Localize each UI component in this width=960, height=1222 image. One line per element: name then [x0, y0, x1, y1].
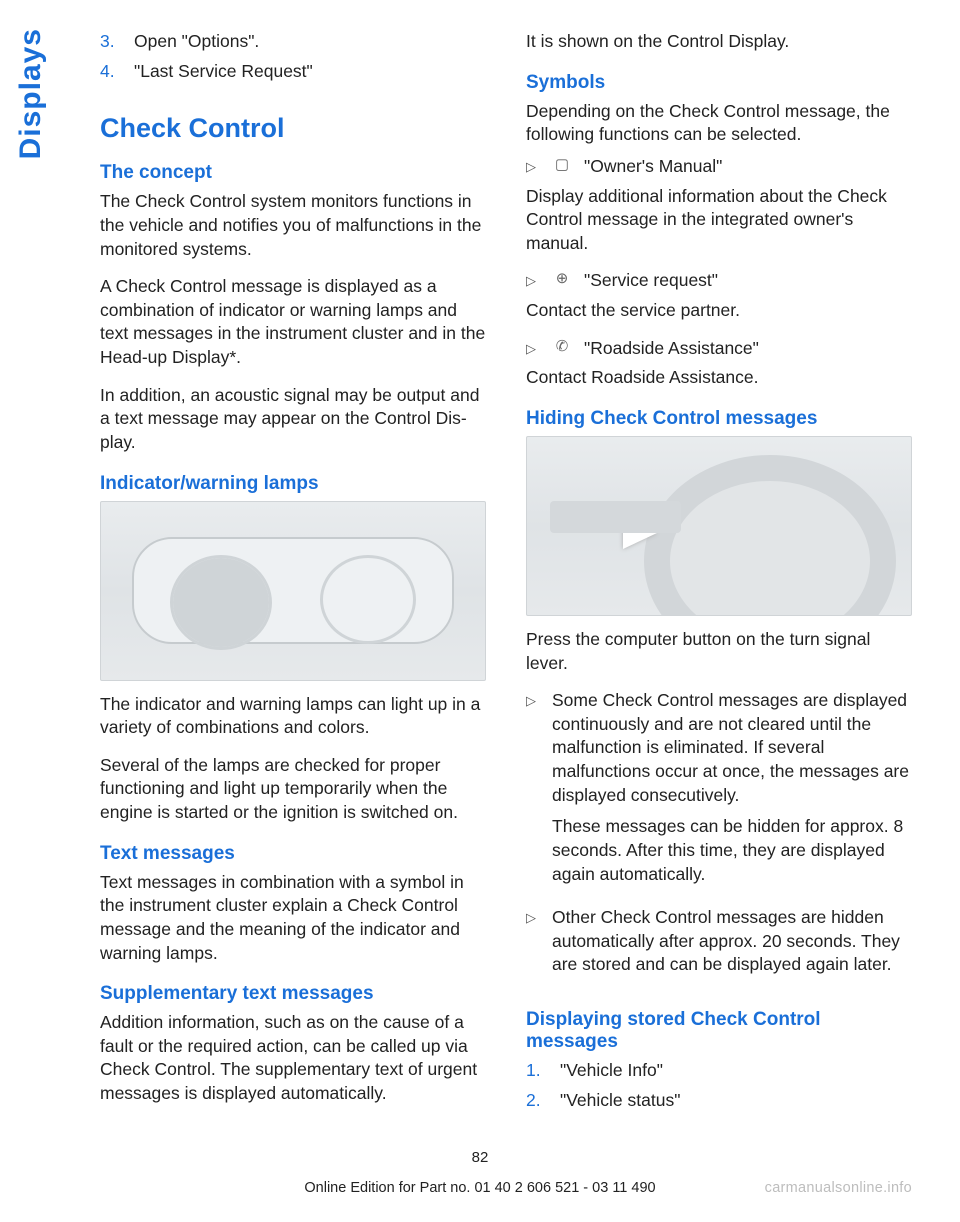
- paragraph: It is shown on the Control Display.: [526, 30, 912, 54]
- roadside-assistance-icon: ✆: [552, 337, 572, 361]
- bullet-description: Display additional information about the…: [526, 185, 912, 256]
- list-text: "Last Service Request": [134, 60, 313, 84]
- list-item: 2. "Vehicle status": [526, 1089, 912, 1113]
- paragraph: Addition information, such as on the cau…: [100, 1011, 486, 1106]
- triangle-bullet-icon: ▷: [526, 689, 540, 900]
- arrow-icon: [623, 517, 657, 549]
- bullet-label: "Owner's Manual": [584, 155, 912, 179]
- paragraph: Text messages in combination with a symb…: [100, 871, 486, 966]
- list-number: 2.: [526, 1089, 546, 1113]
- triangle-bullet-icon: ▷: [526, 155, 540, 179]
- subsection-heading: Symbols: [526, 72, 912, 94]
- list-item: 4. "Last Service Request": [100, 60, 486, 84]
- owners-manual-icon: ▢: [552, 155, 572, 179]
- triangle-bullet-icon: ▷: [526, 337, 540, 361]
- paragraph: The Check Control system monitors functi…: [100, 190, 486, 261]
- subsection-heading: Text messages: [100, 843, 486, 865]
- subsection-heading: Hiding Check Control messages: [526, 408, 912, 430]
- bullet-body: Some Check Control messages are dis­play…: [552, 689, 912, 900]
- list-number: 1.: [526, 1059, 546, 1083]
- subsection-heading: The concept: [100, 162, 486, 184]
- bullet-description: Contact Roadside Assistance.: [526, 366, 912, 390]
- subsection-heading: Indicator/warning lamps: [100, 473, 486, 495]
- watermark-text: carmanualsonline.info: [765, 1180, 912, 1196]
- bullet-item: ▷ Other Check Control messages are hidde…: [526, 906, 912, 991]
- section-heading: Check Control: [100, 113, 486, 144]
- section-tab: Displays: [14, 28, 48, 159]
- triangle-bullet-icon: ▷: [526, 906, 540, 991]
- bullet-label: "Service request": [584, 269, 912, 293]
- page-number: 82: [0, 1149, 960, 1166]
- paragraph: Other Check Control messages are hidden …: [552, 906, 912, 977]
- bullet-item: ▷ ✆ "Roadside Assistance": [526, 337, 912, 361]
- page: Displays 3. Open "Options". 4. "Last Ser…: [0, 0, 960, 1222]
- bullet-description: Contact the service partner.: [526, 299, 912, 323]
- bullet-item: ▷ Some Check Control messages are dis­pl…: [526, 689, 912, 900]
- left-column: 3. Open "Options". 4. "Last Service Requ…: [100, 30, 486, 1120]
- subsection-heading: Displaying stored Check Control messages: [526, 1009, 912, 1053]
- service-request-icon: ⊕: [552, 269, 572, 293]
- paragraph: Depending on the Check Control message, …: [526, 100, 912, 147]
- paragraph: Press the computer button on the turn si…: [526, 628, 912, 675]
- bullet-body: Other Check Control messages are hidden …: [552, 906, 912, 991]
- steering-wheel-figure: [526, 436, 912, 616]
- bullet-item: ▷ ⊕ "Service request": [526, 269, 912, 293]
- two-column-layout: 3. Open "Options". 4. "Last Service Requ…: [100, 30, 912, 1120]
- list-item: 1. "Vehicle Info": [526, 1059, 912, 1083]
- triangle-bullet-icon: ▷: [526, 269, 540, 293]
- paragraph: The indicator and warning lamps can ligh…: [100, 693, 486, 740]
- paragraph: Several of the lamps are checked for pro…: [100, 754, 486, 825]
- paragraph: These messages can be hidden for approx.…: [552, 815, 912, 886]
- paragraph: A Check Control message is displayed as …: [100, 275, 486, 370]
- list-text: Open "Options".: [134, 30, 259, 54]
- list-text: "Vehicle status": [560, 1089, 680, 1113]
- paragraph: Some Check Control messages are dis­play…: [552, 689, 912, 807]
- bullet-item: ▷ ▢ "Owner's Manual": [526, 155, 912, 179]
- subsection-heading: Supplementary text messages: [100, 983, 486, 1005]
- paragraph: In addition, an acoustic signal may be o…: [100, 384, 486, 455]
- list-item: 3. Open "Options".: [100, 30, 486, 54]
- instrument-cluster-figure: [100, 501, 486, 681]
- list-text: "Vehicle Info": [560, 1059, 663, 1083]
- right-column: It is shown on the Control Display. Symb…: [526, 30, 912, 1120]
- list-number: 4.: [100, 60, 120, 84]
- bullet-label: "Roadside Assistance": [584, 337, 912, 361]
- list-number: 3.: [100, 30, 120, 54]
